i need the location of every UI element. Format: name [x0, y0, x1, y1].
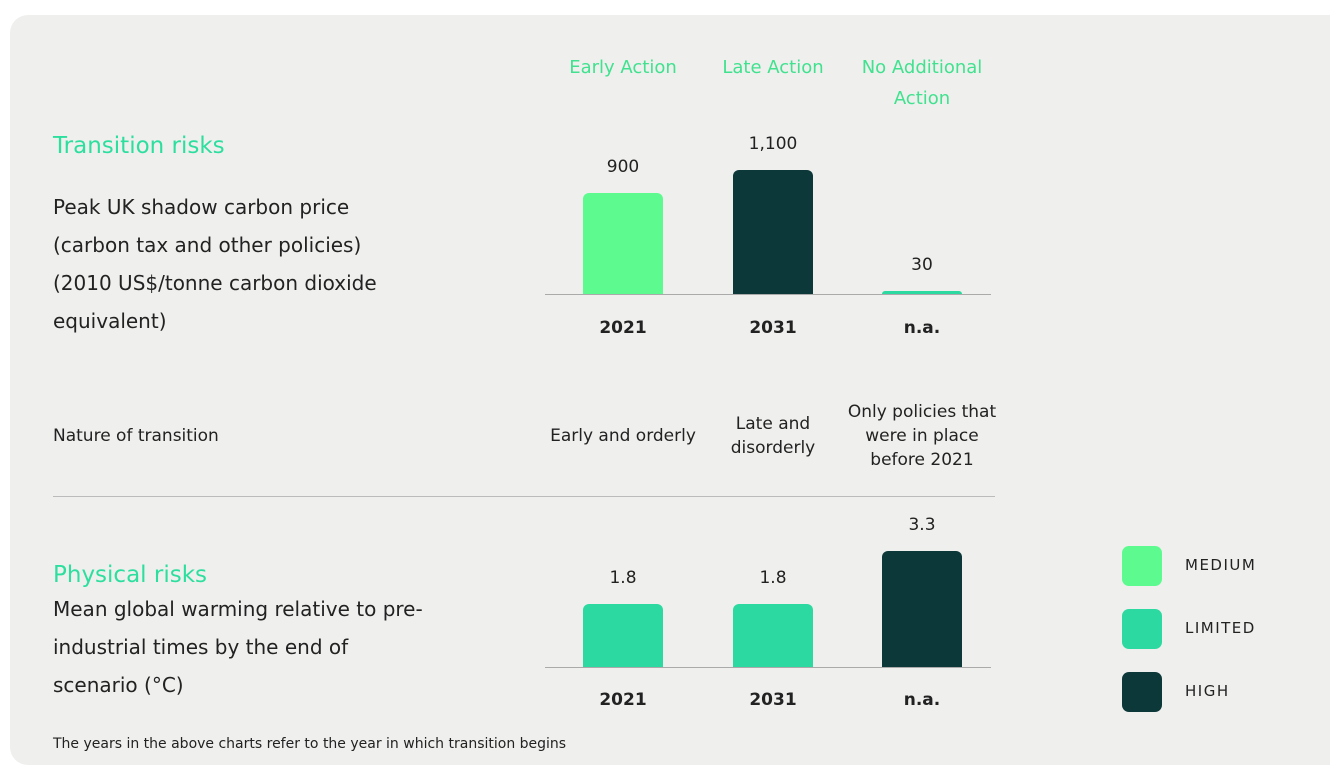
- section-title: Transition risks: [53, 133, 225, 159]
- value-label: 1.8: [609, 567, 637, 588]
- nature-value: Only policies that were in place before …: [847, 402, 997, 470]
- legend-label: MEDIUM: [1185, 556, 1257, 574]
- legend-label: HIGH: [1185, 682, 1230, 700]
- legend-swatch: [1122, 546, 1162, 586]
- value-label: 1,100: [748, 134, 798, 154]
- section-subtitle: Peak UK shadow carbon price (carbon tax …: [53, 195, 377, 333]
- value-label: 1.8: [759, 567, 787, 588]
- panel: [10, 15, 1330, 765]
- value-label: 900: [606, 156, 640, 177]
- scenario-label: Late Action: [722, 57, 824, 78]
- section-title: Physical risks: [53, 562, 208, 588]
- section-subtitle: Mean global warming relative to pre-indu…: [53, 597, 423, 697]
- nature-value: Late and disorderly: [730, 414, 816, 458]
- category-label: n.a.: [903, 690, 941, 710]
- value-label: 3.3: [908, 515, 936, 535]
- category-label: 2031: [749, 318, 797, 338]
- bar: [583, 603, 663, 667]
- category-label: 2021: [599, 690, 647, 710]
- legend-label: LIMITED: [1185, 619, 1256, 637]
- value-label: 30: [911, 254, 933, 275]
- bar: [882, 290, 962, 294]
- nature-value: Early and orderly: [550, 426, 696, 446]
- category-label: 2021: [599, 318, 647, 338]
- scenario-label: Early Action: [569, 57, 677, 78]
- bar: [583, 192, 663, 294]
- category-label: 2031: [749, 690, 797, 710]
- bar: [733, 170, 813, 294]
- footnote: The years in the above charts refer to t…: [53, 736, 567, 752]
- legend-swatch: [1122, 609, 1162, 649]
- legend-swatch: [1122, 672, 1162, 712]
- nature-label: Nature of transition: [53, 426, 219, 446]
- base-line: [545, 667, 991, 668]
- scenario-label: No Additional Action: [861, 57, 983, 109]
- category-label: n.a.: [903, 318, 941, 338]
- bar: [733, 603, 813, 667]
- bar: [882, 551, 962, 667]
- divider: [53, 496, 995, 497]
- base-line: [545, 294, 991, 295]
